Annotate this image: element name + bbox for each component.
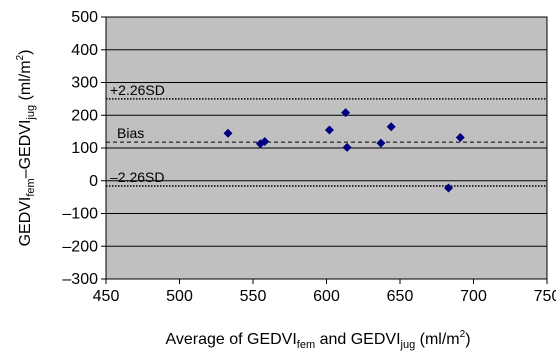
y-tick-label: 400 [71, 42, 98, 59]
data-point [342, 142, 352, 152]
x-tick-label: 750 [534, 288, 556, 305]
data-point [341, 108, 351, 118]
x-axis-title: Average of GEDVIfem and GEDVIjug (ml/m2) [165, 329, 470, 351]
y-tick-label: –200 [62, 238, 98, 255]
data-point [324, 125, 334, 135]
y-tick-label: 100 [71, 140, 98, 157]
y-tick-label: 0 [89, 173, 98, 190]
x-tick-label: 600 [313, 288, 340, 305]
data-points [223, 108, 465, 193]
data-point [260, 136, 270, 146]
x-axis-ticks: 450 500 550 600 650 700 750 [93, 279, 556, 305]
x-tick-label: 450 [93, 288, 120, 305]
data-point [455, 133, 465, 143]
y-axis-ticks: –300 –200 –100 0 100 200 300 400 500 [62, 9, 106, 288]
x-tick-label: 550 [240, 288, 267, 305]
x-tick-label: 650 [387, 288, 414, 305]
data-point [223, 128, 233, 138]
reference-line-label: +2.26SD [110, 82, 165, 98]
x-tick-label: 700 [460, 288, 487, 305]
y-tick-label: 300 [71, 75, 98, 92]
data-point [386, 122, 396, 132]
y-tick-label: –100 [62, 206, 98, 223]
y-axis-title: GEDVIfem–GEDVIjug (ml/m2) [15, 50, 37, 247]
y-tick-label: 500 [71, 9, 98, 26]
reference-line-label: Bias [117, 125, 144, 141]
data-point [376, 138, 386, 148]
reference-lines: +2.26SD Bias –2.26SD [106, 82, 547, 187]
x-tick-label: 500 [166, 288, 193, 305]
reference-line-label: –2.26SD [110, 169, 164, 185]
y-tick-label: 200 [71, 107, 98, 124]
data-point [444, 183, 454, 193]
y-tick-label: –300 [62, 271, 98, 288]
